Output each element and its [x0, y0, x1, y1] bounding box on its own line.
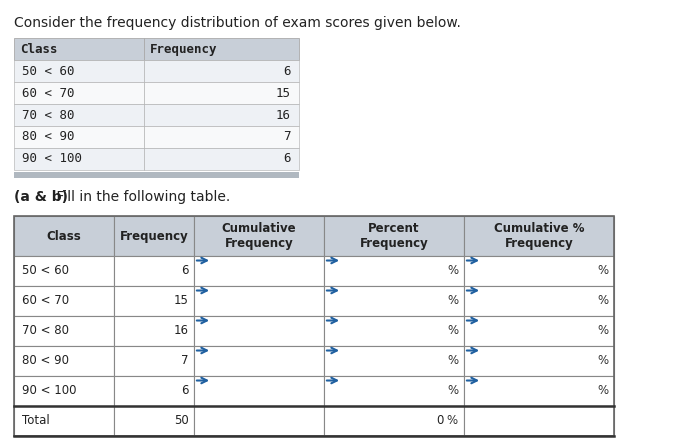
Bar — [114, 216, 194, 256]
Bar — [114, 346, 194, 376]
Bar — [194, 316, 324, 346]
Text: 7: 7 — [283, 131, 291, 144]
Bar — [114, 316, 194, 346]
Bar — [194, 216, 324, 256]
Bar — [14, 82, 144, 104]
Bar — [194, 406, 324, 436]
Bar — [14, 346, 114, 376]
Bar — [14, 60, 144, 82]
Text: Total: Total — [22, 415, 50, 427]
Text: 0: 0 — [437, 415, 444, 427]
Bar — [14, 148, 144, 170]
Text: 6: 6 — [182, 264, 189, 277]
Bar — [324, 286, 464, 316]
Text: 90 < 100: 90 < 100 — [22, 152, 82, 166]
Text: 6: 6 — [283, 152, 291, 166]
Bar — [464, 286, 614, 316]
Text: %: % — [448, 354, 459, 368]
Text: %: % — [598, 325, 609, 338]
Text: Frequency: Frequency — [120, 229, 189, 242]
Bar — [194, 346, 324, 376]
Bar — [14, 256, 114, 286]
Text: Class: Class — [20, 43, 57, 55]
Text: 60 < 70: 60 < 70 — [22, 86, 75, 100]
Text: %: % — [448, 385, 459, 397]
Bar — [464, 256, 614, 286]
Bar — [194, 376, 324, 406]
Text: %: % — [448, 325, 459, 338]
Bar — [144, 104, 299, 126]
Bar — [324, 216, 464, 256]
Bar — [144, 60, 299, 82]
Text: 70 < 80: 70 < 80 — [22, 109, 75, 121]
Text: 50 < 60: 50 < 60 — [22, 65, 75, 78]
Text: 70 < 80: 70 < 80 — [22, 325, 69, 338]
Bar — [464, 216, 614, 256]
Bar — [464, 406, 614, 436]
Bar — [114, 286, 194, 316]
Bar — [14, 406, 114, 436]
Text: Fill in the following table.: Fill in the following table. — [52, 190, 230, 204]
Bar — [464, 346, 614, 376]
Text: 15: 15 — [276, 86, 291, 100]
Bar — [114, 256, 194, 286]
Bar — [14, 38, 144, 60]
Bar — [114, 406, 194, 436]
Text: %: % — [448, 295, 459, 307]
Text: 7: 7 — [182, 354, 189, 368]
Text: %: % — [446, 415, 457, 427]
Bar — [324, 316, 464, 346]
Text: %: % — [598, 295, 609, 307]
Text: 15: 15 — [174, 295, 189, 307]
Bar — [324, 376, 464, 406]
Text: Cumulative %
Frequency: Cumulative % Frequency — [494, 222, 585, 250]
Text: Consider the frequency distribution of exam scores given below.: Consider the frequency distribution of e… — [14, 16, 461, 30]
Text: 80 < 90: 80 < 90 — [22, 131, 75, 144]
Text: 50: 50 — [174, 415, 189, 427]
Text: %: % — [598, 385, 609, 397]
Bar — [324, 346, 464, 376]
Text: 80 < 90: 80 < 90 — [22, 354, 69, 368]
Bar — [324, 406, 464, 436]
Bar — [14, 104, 144, 126]
Text: 60 < 70: 60 < 70 — [22, 295, 69, 307]
Bar — [144, 38, 299, 60]
Text: %: % — [448, 264, 459, 277]
Text: %: % — [598, 264, 609, 277]
Bar — [14, 172, 299, 178]
Text: 16: 16 — [174, 325, 189, 338]
Bar — [464, 316, 614, 346]
Text: (a & b): (a & b) — [14, 190, 68, 204]
Bar — [144, 148, 299, 170]
Text: %: % — [598, 354, 609, 368]
Bar — [194, 256, 324, 286]
Bar — [14, 216, 614, 436]
Bar — [464, 376, 614, 406]
Text: 50 < 60: 50 < 60 — [22, 264, 69, 277]
Bar — [14, 216, 114, 256]
Bar — [14, 316, 114, 346]
Bar — [14, 286, 114, 316]
Bar — [14, 376, 114, 406]
Text: Frequency: Frequency — [150, 43, 218, 55]
Text: 90 < 100: 90 < 100 — [22, 385, 77, 397]
Bar — [324, 256, 464, 286]
Text: 16: 16 — [276, 109, 291, 121]
Text: 6: 6 — [283, 65, 291, 78]
Bar — [114, 376, 194, 406]
Bar — [144, 126, 299, 148]
Text: 6: 6 — [182, 385, 189, 397]
Text: Class: Class — [46, 229, 82, 242]
Bar — [14, 126, 144, 148]
Text: Cumulative
Frequency: Cumulative Frequency — [222, 222, 296, 250]
Bar — [194, 286, 324, 316]
Text: Percent
Frequency: Percent Frequency — [359, 222, 428, 250]
Bar — [144, 82, 299, 104]
